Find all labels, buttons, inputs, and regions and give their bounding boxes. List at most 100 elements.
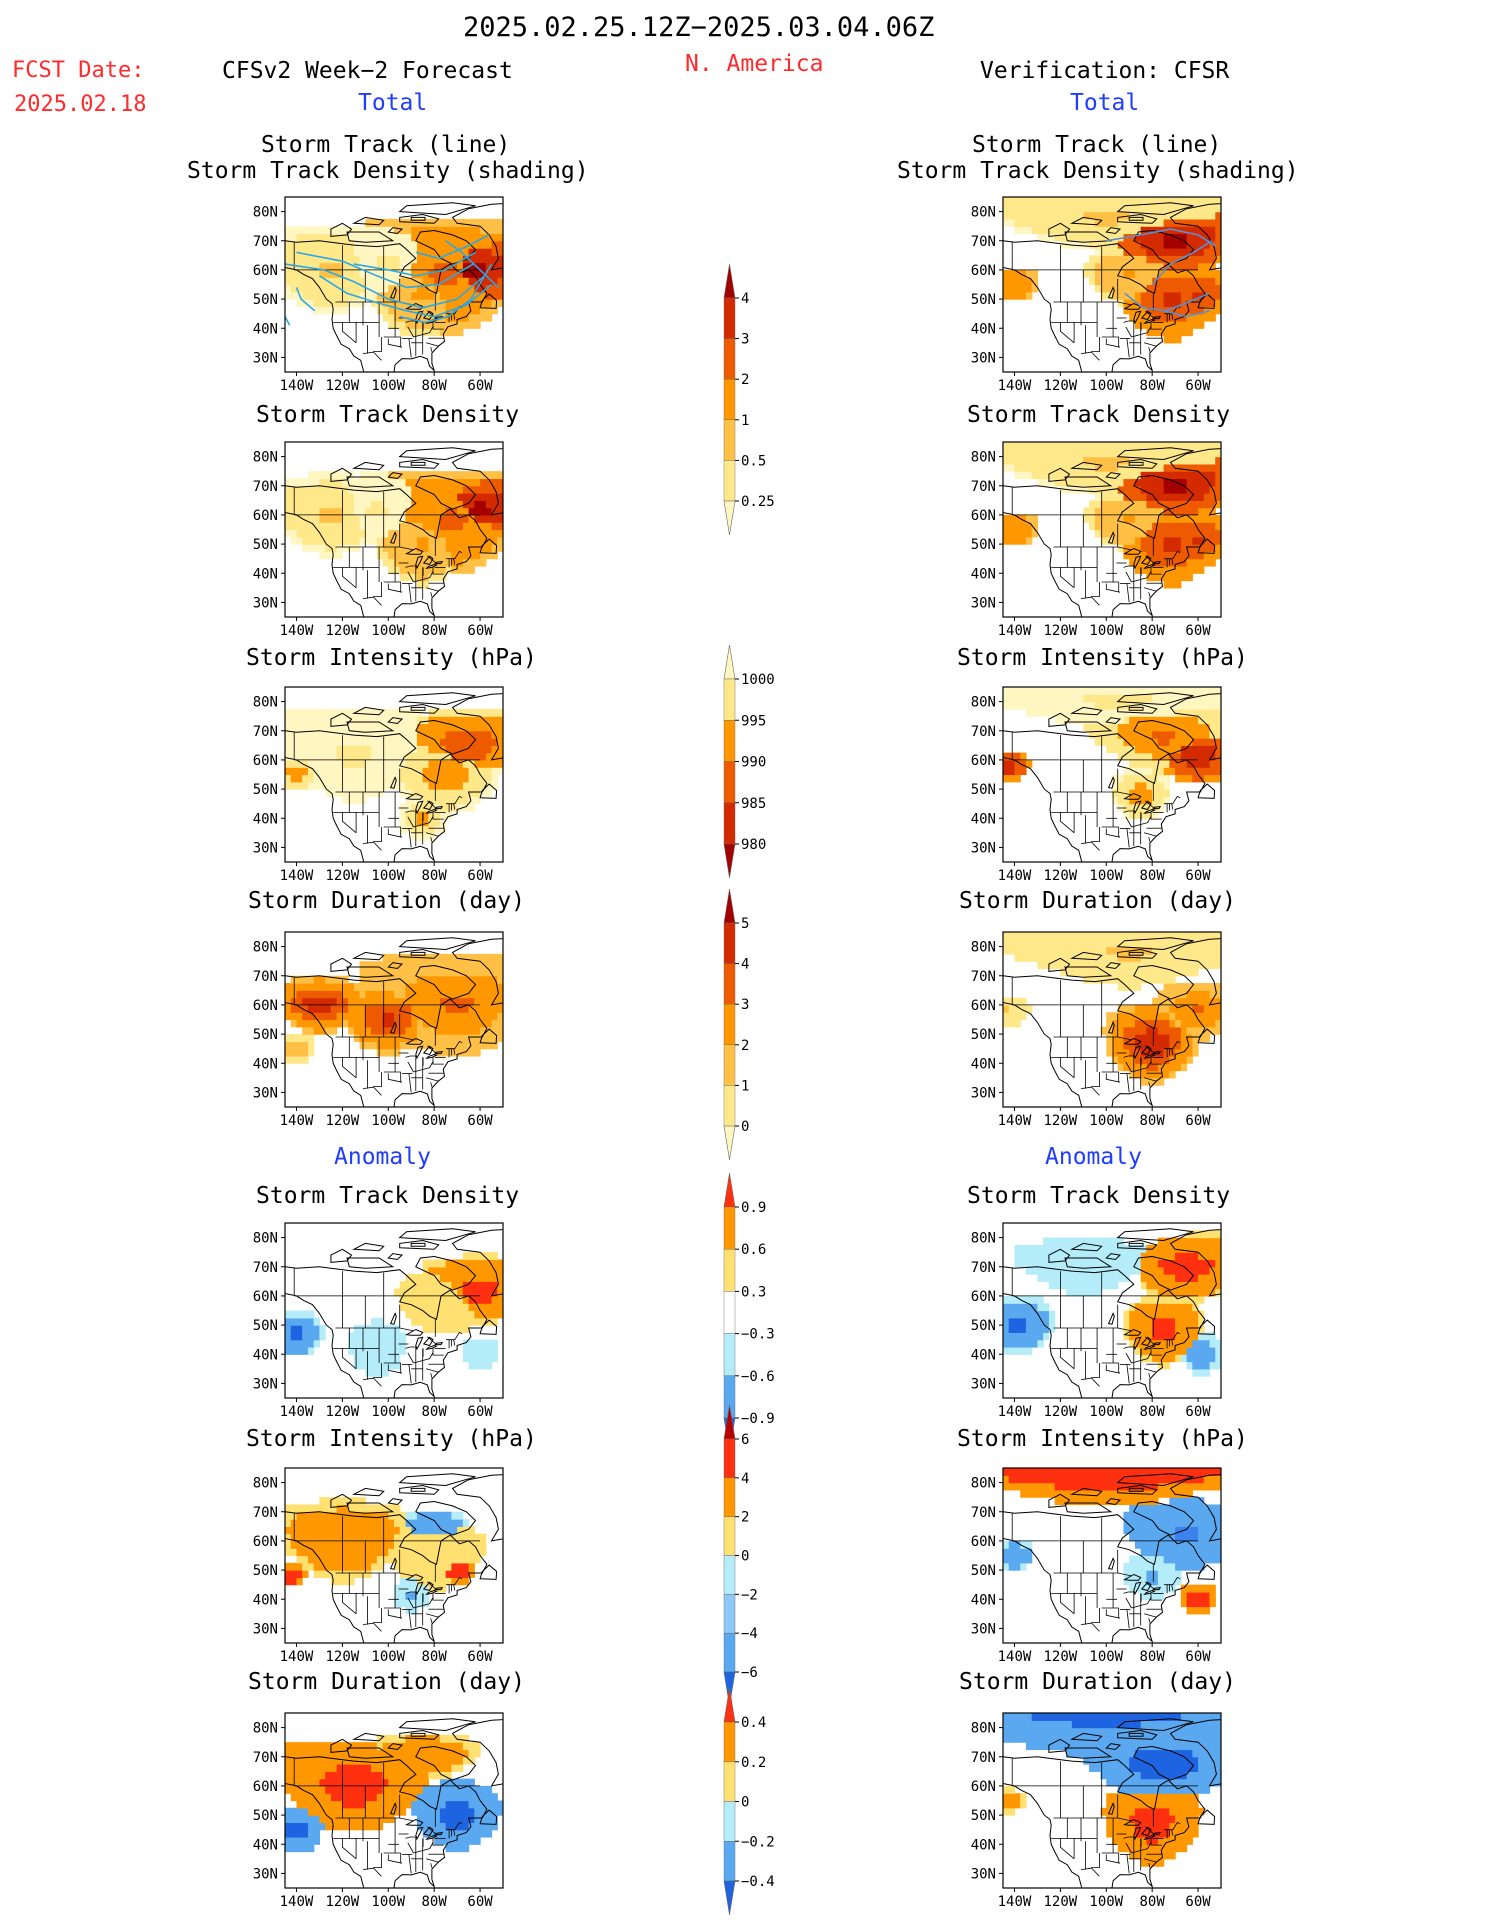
field-cell	[1117, 493, 1125, 501]
field-cell	[399, 320, 407, 329]
field-cell	[1157, 708, 1165, 717]
field-cell	[422, 493, 430, 501]
field-cell	[1048, 939, 1056, 948]
field-cell	[422, 1266, 430, 1275]
field-cell	[371, 1026, 378, 1035]
field-cell	[1134, 946, 1142, 955]
field-cell	[451, 1019, 458, 1028]
field-cell	[1008, 1012, 1016, 1021]
field-cell	[394, 1339, 401, 1348]
field-cell	[1203, 291, 1211, 300]
field-cell	[371, 738, 378, 746]
arctic-island-coastline	[346, 1257, 395, 1269]
field-cell	[330, 514, 338, 523]
field-cell	[1157, 313, 1165, 322]
field-cell	[1215, 485, 1221, 494]
field-cell	[1134, 1063, 1142, 1072]
field-cell	[1083, 723, 1090, 732]
field-cell	[359, 493, 366, 501]
field-cell	[1014, 946, 1021, 955]
field-cell	[353, 990, 361, 999]
field-cell	[290, 233, 298, 242]
field-cell	[1209, 687, 1216, 695]
field-cell	[416, 262, 424, 271]
field-cell	[399, 507, 407, 516]
field-cell	[474, 507, 481, 516]
field-cell	[302, 233, 309, 242]
field-cell	[1071, 471, 1079, 480]
field-cell	[411, 1019, 418, 1028]
field-cell	[290, 1019, 298, 1028]
field-cell	[330, 708, 338, 717]
field-cell	[342, 752, 349, 761]
field-cell	[1100, 284, 1107, 293]
field-cell	[1180, 233, 1188, 242]
field-cell	[388, 471, 395, 480]
political-border	[427, 310, 437, 319]
field-cell	[1123, 514, 1130, 523]
field-cell	[1175, 990, 1182, 999]
field-cell	[1117, 752, 1125, 761]
field-cell	[302, 1339, 309, 1348]
field-cell	[394, 997, 401, 1006]
field-cell	[399, 284, 407, 293]
field-cell	[1163, 299, 1170, 307]
field-cell	[1003, 774, 1010, 783]
field-cell	[1209, 961, 1216, 970]
field-cell	[319, 975, 326, 984]
arctic-island-coastline	[1197, 1028, 1216, 1044]
field-cell	[1140, 544, 1148, 552]
field-cell	[439, 1048, 447, 1057]
field-cell	[485, 522, 493, 531]
field-cell	[302, 1026, 309, 1035]
field-cell	[474, 1019, 481, 1028]
lat-tick-label: 70N	[971, 234, 996, 250]
field-cell	[422, 1274, 430, 1282]
arctic-island-coastline	[330, 222, 353, 237]
field-cell	[313, 730, 321, 739]
period-title: 2025.02.25.12Z−2025.03.04.06Z	[463, 12, 935, 43]
field-cell	[365, 233, 372, 242]
arctic-island-coastline	[346, 721, 395, 733]
field-cell	[439, 796, 447, 805]
greenland-coastline	[451, 693, 503, 761]
field-cell	[1134, 939, 1142, 948]
field-cell	[1112, 738, 1119, 746]
field-cell	[1123, 218, 1130, 227]
field-cell	[296, 233, 303, 242]
field-cell	[1192, 1048, 1199, 1057]
field-cell	[416, 536, 424, 545]
field-cell	[307, 1048, 315, 1057]
field-cell	[480, 262, 487, 271]
field-cell	[480, 500, 487, 509]
field-cell	[1186, 218, 1193, 227]
field-cell	[336, 500, 343, 509]
field-cell	[1129, 932, 1136, 940]
field-cell	[439, 507, 447, 516]
field-cell	[1020, 536, 1027, 545]
field-cell	[416, 1019, 424, 1028]
field-cell	[1083, 204, 1090, 213]
field-cell	[1071, 197, 1079, 205]
field-cell	[296, 1004, 303, 1013]
field-cell	[399, 1041, 407, 1050]
arctic-island-coastline	[330, 712, 353, 727]
field-cell	[388, 226, 395, 235]
field-cell	[1025, 1317, 1033, 1326]
field-cell	[1117, 939, 1125, 948]
field-cell	[1106, 1041, 1113, 1050]
field-cell	[1209, 500, 1216, 509]
field-cell	[1163, 759, 1170, 768]
field-cell	[313, 990, 321, 999]
field-cell	[313, 997, 321, 1006]
field-cell	[1106, 687, 1113, 695]
field-cell	[388, 990, 395, 999]
field-cell	[451, 730, 458, 739]
field-cell	[394, 233, 401, 242]
lat-tick-label: 70N	[971, 724, 996, 740]
field-cell	[1192, 514, 1199, 523]
field-cell	[422, 832, 430, 841]
field-cell	[451, 759, 458, 768]
lake-outline	[1140, 555, 1152, 566]
